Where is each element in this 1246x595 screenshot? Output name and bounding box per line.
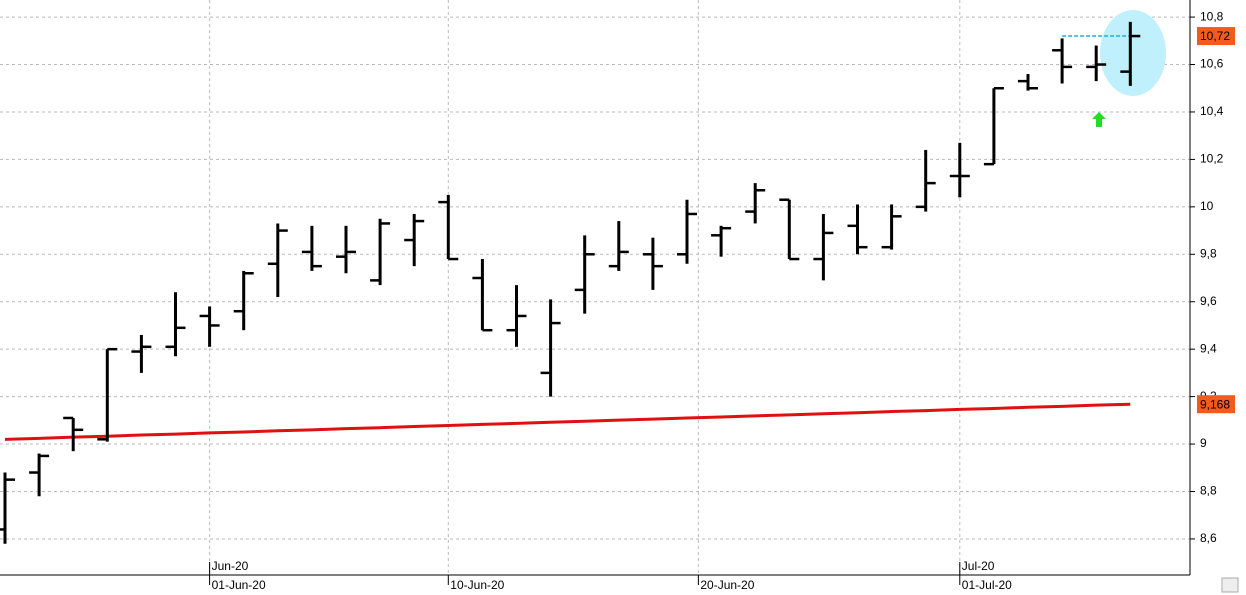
grid — [0, 0, 1190, 575]
y-tick-label: 8,6 — [1200, 531, 1217, 545]
y-tick-label: 10,2 — [1200, 152, 1224, 166]
x-tick-label: 01-Jul-20 — [962, 578, 1012, 592]
last-value-box — [1197, 395, 1235, 414]
signal-arrow — [1092, 112, 1106, 127]
last-value-box — [1197, 27, 1235, 46]
y-tick-label: 10,8 — [1200, 9, 1224, 23]
y-tick-label: 8,8 — [1200, 484, 1217, 498]
x-tick-label: 10-Jun-20 — [450, 578, 504, 592]
y-tick-label: 9,8 — [1200, 246, 1217, 260]
month-tick-label: Jul-20 — [962, 559, 995, 573]
x-tick-label: 20-Jun-20 — [700, 578, 754, 592]
y-tick-label: 10 — [1200, 199, 1214, 213]
axes: 8,68,899,29,49,69,81010,210,410,610,801-… — [209, 9, 1235, 592]
x-tick-label: 01-Jun-20 — [212, 578, 266, 592]
last-value-label: 10,72 — [1200, 29, 1230, 43]
plot — [0, 21, 1141, 544]
highlight — [1100, 10, 1166, 96]
y-tick-label: 10,6 — [1200, 57, 1224, 71]
month-tick-label: Jun-20 — [212, 559, 249, 573]
y-tick-label: 9,6 — [1200, 294, 1217, 308]
moving-average — [4, 402, 1131, 441]
last-value-label: 9,168 — [1200, 397, 1230, 411]
settings-icon[interactable] — [1221, 577, 1239, 593]
y-tick-label: 9 — [1200, 436, 1207, 450]
y-tick-label: 9,4 — [1200, 341, 1217, 355]
y-tick-label: 10,4 — [1200, 104, 1224, 118]
